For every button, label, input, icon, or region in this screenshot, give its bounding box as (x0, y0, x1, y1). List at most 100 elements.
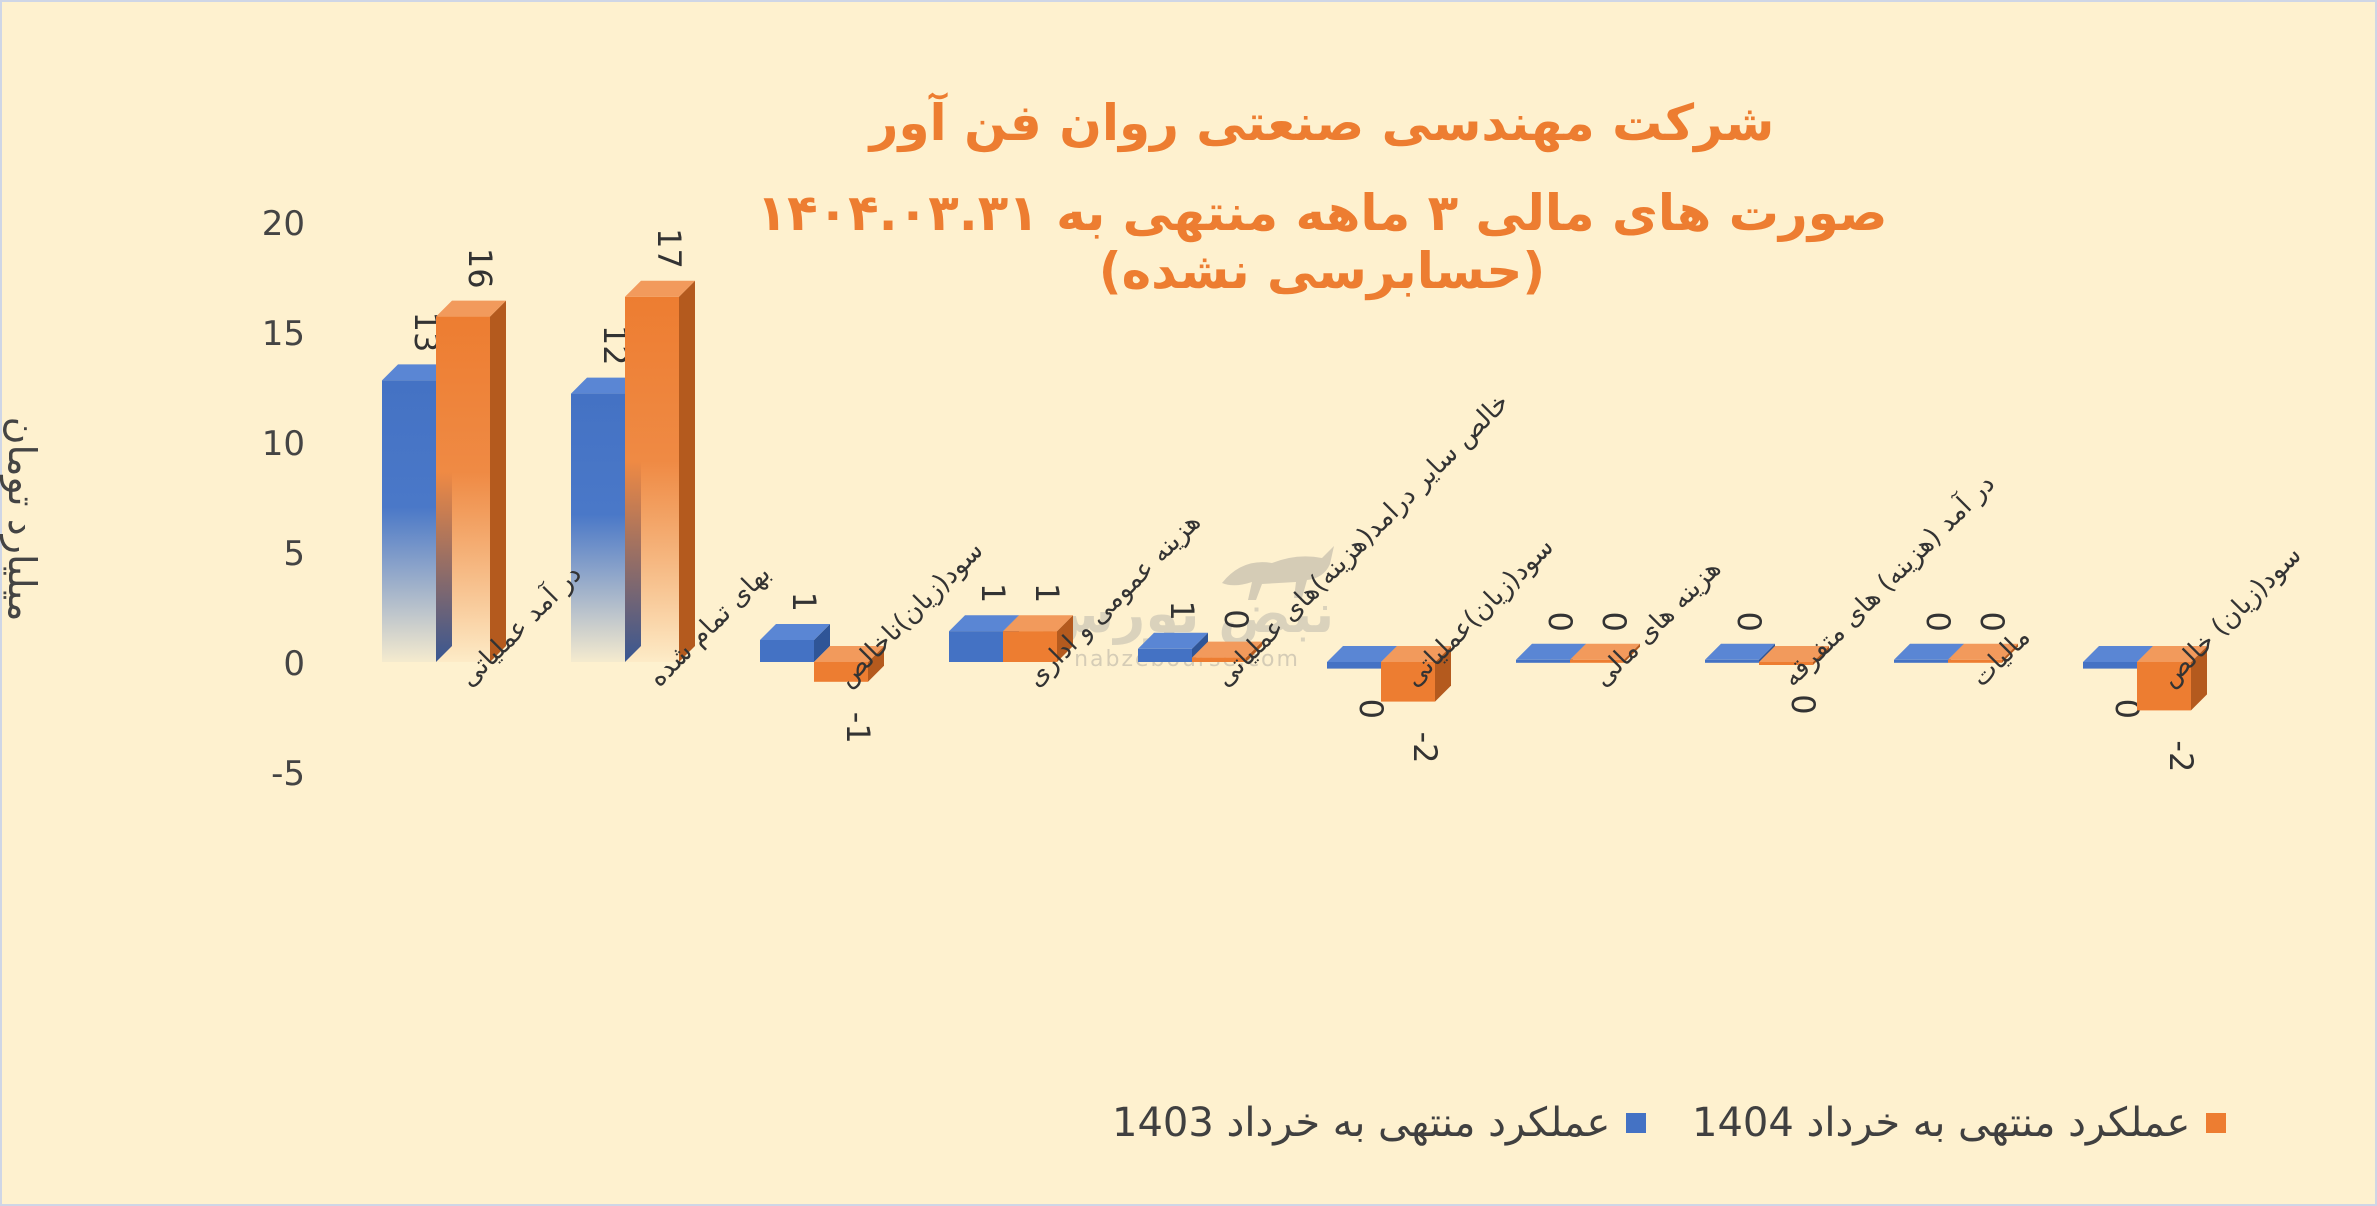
bar-front (436, 316, 490, 662)
data-label: 1 (1163, 600, 1201, 620)
bar-top (1705, 643, 1775, 660)
bar-front (382, 380, 436, 662)
bar-front (1327, 662, 1381, 669)
bar-side (868, 646, 884, 682)
bar (1948, 643, 2018, 663)
legend-item-1404: عملکرد منتهی به خرداد 1404 (1692, 1100, 2227, 1146)
data-label: 1 (785, 592, 823, 612)
bar-front (1570, 659, 1624, 663)
chart-title: شرکت مهندسی صنعتی روان فن آور (869, 94, 1775, 152)
bar-top (814, 646, 884, 662)
bar-top (382, 364, 452, 381)
data-label: 0 (2108, 699, 2146, 719)
bar-top (1759, 646, 1829, 662)
bar-top (1516, 643, 1586, 660)
bar (2137, 646, 2207, 711)
bar-top (436, 300, 506, 317)
bar-top (1138, 632, 1208, 649)
bar-top (625, 280, 695, 297)
chart-subtitle: صورت های مالی ۳ ماهه منتهی به ۱۴۰۴.۰۳.۳۱… (756, 184, 1888, 300)
bar-side (1435, 646, 1451, 702)
bar-side (1057, 615, 1073, 662)
bar-front (949, 631, 1003, 662)
bar-front (571, 393, 625, 662)
bar-top (1894, 643, 1964, 660)
bull-icon (1222, 546, 1334, 600)
legend-label-1404: عملکرد منتهی به خرداد 1404 (1692, 1100, 2191, 1146)
bar-top (760, 624, 830, 640)
bar (814, 646, 884, 682)
bar-front (625, 296, 679, 662)
bar-front (1948, 659, 2002, 663)
bar-top (571, 377, 641, 394)
bar-top (1948, 643, 2018, 660)
bar-top (949, 615, 1019, 632)
bar-top (2083, 646, 2153, 662)
legend-label-1403: عملکرد منتهی به خرداد 1403 (1112, 1100, 1611, 1146)
data-label: 0 (1595, 611, 1633, 631)
bar (760, 624, 830, 662)
bar (1192, 641, 1262, 662)
bar (1003, 615, 1073, 662)
data-label: -2 (1406, 732, 1444, 764)
bar-front (814, 662, 868, 682)
bar-front (1705, 659, 1759, 663)
data-label: 0 (1973, 611, 2011, 631)
legend-swatch-1404 (2206, 1113, 2227, 1133)
bar (1759, 646, 1829, 665)
bar (1381, 646, 1451, 702)
bar (625, 280, 695, 662)
bar-side (679, 280, 695, 662)
data-label: 16 (461, 248, 499, 289)
bar-front (1516, 659, 1570, 663)
bar (1138, 632, 1208, 662)
bar-top (2137, 646, 2207, 662)
bar-top (1003, 615, 1073, 632)
data-label: 17 (650, 228, 688, 269)
bar-side (1246, 641, 1262, 662)
bar-front (1192, 657, 1246, 662)
category-label: سود(زیان) خالص (2155, 540, 2308, 693)
y-tick-label: 0 (283, 644, 305, 684)
bar-top (1570, 643, 1640, 660)
data-label: 0 (1541, 611, 1579, 631)
bar-side (1813, 646, 1829, 665)
bar (1570, 643, 1640, 663)
y-tick-label: 15 (262, 314, 305, 354)
bar-side (1624, 643, 1640, 663)
bar-top (1192, 641, 1262, 658)
bar (436, 300, 506, 662)
data-label: -1 (839, 712, 877, 744)
y-axis: 20 15 10 5 0 -5 (262, 204, 305, 794)
bar-side (490, 300, 506, 662)
bar-front (1003, 631, 1057, 662)
data-label: -2 (2162, 740, 2200, 772)
data-label: 0 (1784, 694, 1822, 714)
bar-front (2083, 662, 2137, 669)
y-tick-label: 10 (262, 424, 305, 464)
data-label: 0 (1217, 609, 1255, 629)
y-tick-label: 5 (283, 534, 305, 574)
y-tick-label: 20 (262, 204, 305, 244)
y-tick-label: -5 (271, 754, 305, 794)
data-label: 1 (1028, 583, 1066, 603)
category-label: سود(زیان)ناخالص (832, 535, 990, 693)
bar-front (1138, 648, 1192, 662)
bar-side (2002, 643, 2018, 663)
bar-front (1759, 662, 1813, 665)
data-label: 0 (1730, 611, 1768, 631)
bar-front (1381, 662, 1435, 702)
data-label: 1 (974, 583, 1012, 603)
bar-top (1327, 646, 1397, 662)
bar-side (2191, 646, 2207, 711)
data-label: 0 (1919, 611, 1957, 631)
bar-front (760, 640, 814, 662)
bar-front (2137, 662, 2191, 711)
bar-front (1894, 659, 1948, 663)
category-label: سود(زیان)عملیاتی (1399, 532, 1560, 693)
bar-side (814, 624, 830, 662)
legend-item-1403: عملکرد منتهی به خرداد 1403 (1112, 1100, 1647, 1146)
